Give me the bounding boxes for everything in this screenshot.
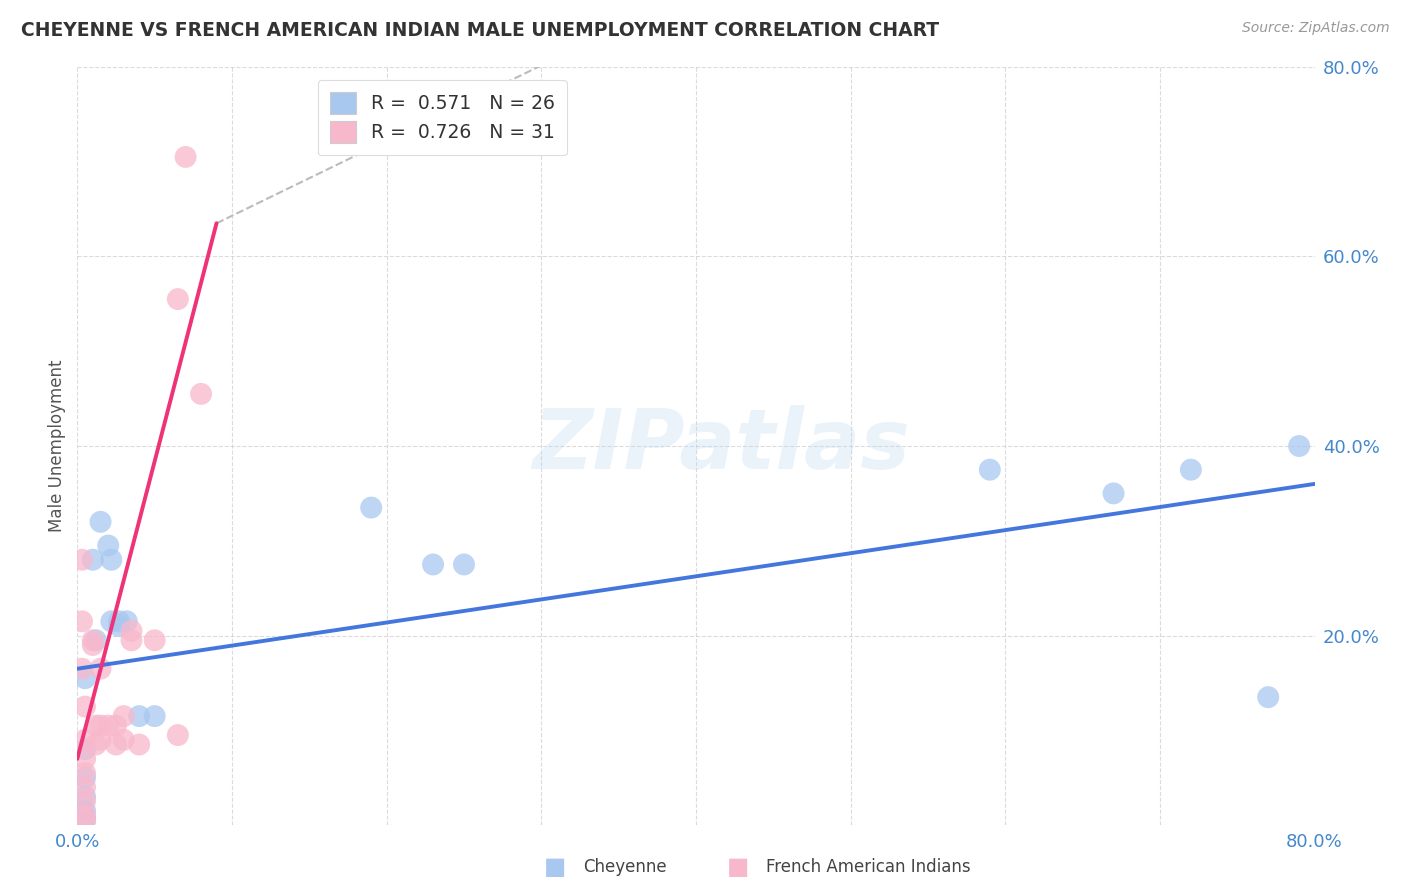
Point xyxy=(1180,463,1202,477)
Point xyxy=(97,718,120,732)
Point xyxy=(121,633,143,648)
Text: CHEYENNE VS FRENCH AMERICAN INDIAN MALE UNEMPLOYMENT CORRELATION CHART: CHEYENNE VS FRENCH AMERICAN INDIAN MALE … xyxy=(21,21,939,39)
Point xyxy=(167,728,190,742)
Point xyxy=(75,814,96,828)
Point xyxy=(75,699,96,714)
Point xyxy=(112,732,135,747)
Point xyxy=(75,752,96,766)
Point xyxy=(75,811,96,825)
Point xyxy=(70,615,93,629)
Point xyxy=(75,814,96,828)
Point xyxy=(167,292,190,306)
Point xyxy=(108,615,131,629)
Point xyxy=(82,638,104,652)
Point xyxy=(1102,486,1125,500)
Point xyxy=(1288,439,1310,453)
Point xyxy=(90,662,111,676)
Point xyxy=(75,808,96,822)
Text: ■: ■ xyxy=(727,855,749,879)
Point xyxy=(84,738,107,752)
Point xyxy=(128,709,150,723)
Point xyxy=(174,150,197,164)
Point xyxy=(84,718,107,732)
Point xyxy=(105,738,127,752)
Text: Cheyenne: Cheyenne xyxy=(583,858,666,876)
Point xyxy=(82,552,104,567)
Point xyxy=(75,766,96,780)
Legend: R =  0.571   N = 26, R =  0.726   N = 31: R = 0.571 N = 26, R = 0.726 N = 31 xyxy=(318,80,567,155)
Point xyxy=(422,558,444,572)
Point xyxy=(143,709,166,723)
Point xyxy=(75,789,96,804)
Point xyxy=(75,671,96,685)
Point xyxy=(75,804,96,818)
Point xyxy=(100,615,122,629)
Point xyxy=(105,718,127,732)
Point xyxy=(108,619,131,633)
Point xyxy=(128,738,150,752)
Point xyxy=(84,633,107,648)
Point xyxy=(190,387,212,401)
Point xyxy=(90,732,111,747)
Point xyxy=(100,552,122,567)
Text: ZIPatlas: ZIPatlas xyxy=(531,406,910,486)
Point xyxy=(90,718,111,732)
Point xyxy=(70,552,93,567)
Point xyxy=(360,500,382,515)
Point xyxy=(82,633,104,648)
Point xyxy=(979,463,1001,477)
Y-axis label: Male Unemployment: Male Unemployment xyxy=(48,359,66,533)
Point xyxy=(75,794,96,808)
Point xyxy=(112,709,135,723)
Point xyxy=(1257,690,1279,705)
Text: Source: ZipAtlas.com: Source: ZipAtlas.com xyxy=(1241,21,1389,35)
Point xyxy=(121,624,143,638)
Text: French American Indians: French American Indians xyxy=(766,858,972,876)
Point xyxy=(75,780,96,795)
Point xyxy=(115,615,138,629)
Point xyxy=(75,732,96,747)
Point xyxy=(90,515,111,529)
Text: ■: ■ xyxy=(544,855,567,879)
Point xyxy=(75,742,96,756)
Point xyxy=(70,662,93,676)
Point xyxy=(453,558,475,572)
Point xyxy=(97,539,120,553)
Point xyxy=(75,771,96,785)
Point xyxy=(143,633,166,648)
